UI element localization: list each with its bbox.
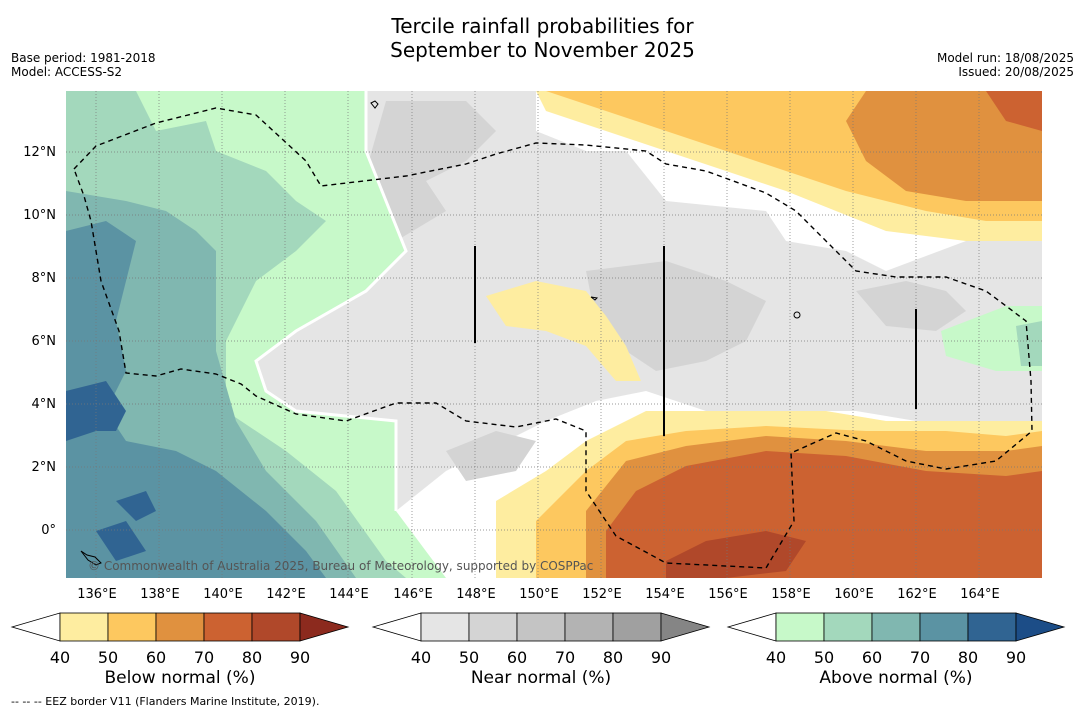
lon-tick: 140°E [203, 587, 243, 602]
colorbars: 40 50 60 70 80 90 40 50 60 70 80 90 40 50 60 70 80 90 [10, 612, 1066, 667]
colorbar-segment [967, 612, 1017, 642]
colorbar-tick-label: 60 [146, 648, 166, 667]
lat-tick: 4°N [31, 397, 57, 412]
colorbar-tick-label: 50 [459, 648, 479, 667]
colorbar-segment [468, 612, 518, 642]
colorbar-extend-high [660, 612, 711, 642]
colorbar-tick-label: 70 [910, 648, 930, 667]
colorbar-tick-label: 70 [555, 648, 575, 667]
lat-tick: 2°N [31, 460, 57, 475]
colorbar-segment [612, 612, 662, 642]
lon-tick: 160°E [834, 587, 874, 602]
above-normal-60-region [66, 91, 1042, 578]
lon-tick: 146°E [393, 587, 433, 602]
colorbar-segment [107, 612, 157, 642]
lon-tick: 152°E [582, 587, 622, 602]
colorbar-segment [516, 612, 566, 642]
colorbar-tick-label: 50 [98, 648, 118, 667]
colorbar-segment [203, 612, 253, 642]
lon-tick: 154°E [645, 587, 685, 602]
lon-tick: 164°E [960, 587, 1000, 602]
colorbar-tick-label: 40 [50, 648, 70, 667]
colorbar-extend-low [10, 612, 61, 642]
lon-tick: 136°E [77, 587, 117, 602]
lat-tick: 6°N [31, 334, 57, 349]
colorbar-segment [564, 612, 614, 642]
lat-tick: 8°N [31, 271, 57, 286]
colorbar-tick-label: 70 [194, 648, 214, 667]
colorbar-segment [823, 612, 873, 642]
colorbar-tick-label: 40 [766, 648, 786, 667]
colorbar-tick-label: 80 [242, 648, 262, 667]
colorbar-segment [420, 612, 470, 642]
colorbar-tick-label: 50 [814, 648, 834, 667]
colorbar-extend-high [1015, 612, 1066, 642]
lat-tick: 10°N [23, 208, 56, 223]
colorbar-tick-label: 80 [603, 648, 623, 667]
lon-tick: 162°E [897, 587, 937, 602]
lat-tick: 12°N [23, 145, 56, 160]
colorbar-extend-low [371, 612, 422, 642]
title-line-1: Tercile rainfall probabilities for [391, 14, 694, 38]
near-normal-label: Near normal (%) [470, 668, 612, 688]
colorbar-segment [59, 612, 109, 642]
below-normal-70-region [586, 91, 1042, 578]
lat-tick: 0° [41, 523, 56, 538]
colorbar-tick-label: 80 [958, 648, 978, 667]
colorbar-extend-high [299, 612, 350, 642]
below-normal-90-region [666, 531, 806, 578]
below-normal-80-region [606, 91, 1042, 578]
title-line-2: September to November 2025 [390, 38, 695, 62]
lon-tick: 156°E [708, 587, 748, 602]
map-canvas: © Commonwealth of Australia 2025, Bureau… [66, 91, 1042, 578]
base-period: Base period: 1981-2018 [11, 51, 156, 65]
colorbar-near-normal: 40 50 60 70 80 90 [371, 612, 711, 667]
eez-footnote: -- -- -- EEZ border V11 (Flanders Marine… [11, 695, 320, 708]
colorbar-segment [919, 612, 969, 642]
tick-markers [474, 246, 917, 436]
tercile-boundary [254, 91, 408, 511]
meta-left: Base period: 1981-2018 Model: ACCESS-S2 [11, 51, 156, 79]
probability-map: © Commonwealth of Australia 2025, Bureau… [66, 91, 1042, 578]
near-normal-region-core [356, 101, 966, 481]
colorbar-above-normal: 40 50 60 70 80 90 [726, 612, 1066, 667]
lon-tick: 158°E [771, 587, 811, 602]
eez-border [73, 107, 1033, 569]
colorbar-segment [155, 612, 205, 642]
colorbar-tick-label: 90 [1006, 648, 1026, 667]
colorbar-tick-label: 60 [507, 648, 527, 667]
map-title: Tercile rainfall probabilities for Septe… [0, 14, 1085, 62]
meta-right: Model run: 18/08/2025 Issued: 20/08/2025 [937, 51, 1074, 79]
above-normal-label: Above normal (%) [819, 668, 973, 688]
colorbar-below-normal: 40 50 60 70 80 90 [10, 612, 350, 667]
colorbar-tick-label: 90 [651, 648, 671, 667]
above-normal-80-region [66, 221, 326, 578]
model-run: Model run: 18/08/2025 [936, 51, 1074, 65]
colorbar-segment [251, 612, 301, 642]
colorbar-tick-label: 90 [290, 648, 310, 667]
lon-tick: 138°E [140, 587, 180, 602]
lon-tick: 150°E [519, 587, 559, 602]
colorbar-tick-label: 60 [862, 648, 882, 667]
colorbar-segment [775, 612, 825, 642]
islands [80, 100, 801, 566]
lon-tick: 144°E [329, 587, 369, 602]
model-name: Model: ACCESS-S2 [11, 65, 123, 79]
above-normal-90-region [66, 381, 156, 561]
colorbar-extend-low [726, 612, 777, 642]
issued-date: Issued: 20/08/2025 [958, 65, 1074, 79]
colorbar-segment [871, 612, 921, 642]
lon-tick: 148°E [456, 587, 496, 602]
colorbar-tick-label: 40 [411, 648, 431, 667]
copyright-notice: © Commonwealth of Australia 2025, Bureau… [88, 559, 593, 573]
lon-tick: 142°E [266, 587, 306, 602]
below-normal-label: Below normal (%) [104, 668, 256, 688]
